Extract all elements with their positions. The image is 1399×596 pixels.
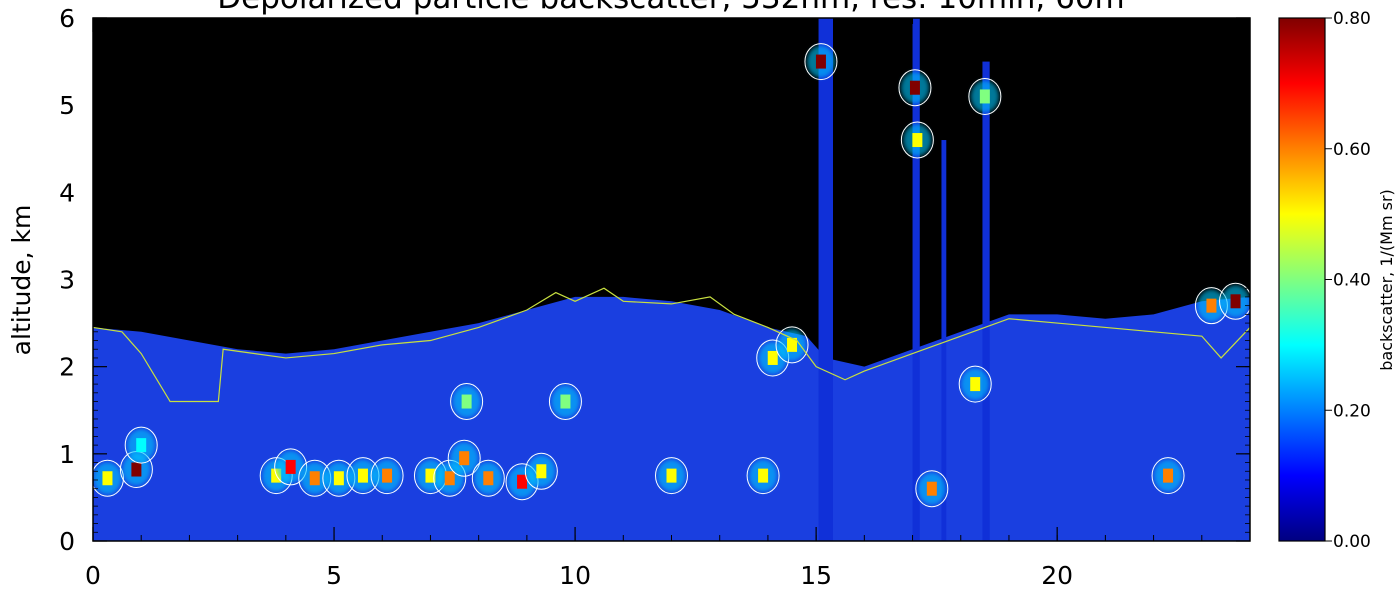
hotspot-core bbox=[1230, 294, 1241, 309]
hotspot-contour bbox=[370, 457, 404, 495]
hotspot-core bbox=[536, 464, 547, 479]
colorbar-tick-label: 0.60 bbox=[1333, 140, 1371, 160]
cloud-column bbox=[982, 61, 990, 541]
hotspot-cells bbox=[93, 43, 1250, 508]
cloud-column bbox=[941, 140, 947, 541]
hotspot-contour bbox=[775, 326, 809, 364]
y-tick-label: 6 bbox=[59, 4, 75, 33]
hotspot-core bbox=[309, 471, 320, 486]
hotspot-core bbox=[970, 377, 981, 392]
hotspot-contour bbox=[1151, 457, 1185, 495]
hotspot-core bbox=[285, 459, 296, 474]
hotspot-core bbox=[758, 468, 769, 483]
hotspot-contour bbox=[898, 69, 932, 107]
hotspot-contour bbox=[900, 121, 934, 159]
hotspot-contour bbox=[804, 43, 838, 81]
y-tick-label: 3 bbox=[59, 266, 75, 295]
hotspot-contour bbox=[471, 459, 505, 497]
y-tick-label: 5 bbox=[59, 91, 75, 120]
hotspot-contour bbox=[1219, 282, 1250, 320]
colorbar-tick-label: 0.80 bbox=[1333, 9, 1371, 29]
hotspot-contour bbox=[958, 365, 992, 403]
hotspot-core bbox=[979, 89, 990, 104]
hotspot-contour bbox=[524, 452, 558, 490]
hotspot-contour bbox=[968, 77, 1002, 115]
colorbar-label: backscatter, 1/(Mm sr) bbox=[1377, 189, 1396, 371]
hotspot-core bbox=[1206, 298, 1217, 313]
hotspot-core bbox=[767, 350, 778, 365]
x-axis: 0 5 10 15 20 bbox=[85, 18, 1251, 590]
hotspot-core bbox=[131, 462, 142, 477]
hotspot-contour bbox=[93, 459, 124, 497]
y-axis-label: altitude, km bbox=[7, 205, 36, 356]
hotspot-core bbox=[560, 394, 571, 409]
colorbar-tick-label: 0.40 bbox=[1333, 271, 1371, 291]
hotspot-core bbox=[1163, 468, 1174, 483]
colorbar-tick-label: 0.20 bbox=[1333, 401, 1371, 421]
hotspot-core bbox=[382, 468, 393, 483]
colorbar-axis: 0.00 0.20 0.40 0.60 0.80 bbox=[1325, 9, 1371, 552]
hotspot-core bbox=[459, 451, 470, 466]
hotspot-core bbox=[461, 394, 472, 409]
hotspot-core bbox=[136, 438, 147, 453]
hotspot-core bbox=[815, 54, 826, 69]
plot-area bbox=[93, 18, 1250, 541]
hotspot-core bbox=[926, 481, 937, 496]
chart-title: Depolarized particle backscatter, 532nm,… bbox=[217, 0, 1124, 16]
cloud-columns bbox=[818, 18, 990, 541]
hotspot-core bbox=[517, 474, 528, 489]
hotspot-core bbox=[909, 80, 920, 95]
hotspot-core bbox=[425, 468, 436, 483]
x-tick-label: 20 bbox=[1041, 561, 1073, 590]
hotspot-core bbox=[483, 471, 494, 486]
colorbar bbox=[1278, 17, 1326, 542]
hotspot-contour bbox=[447, 439, 481, 477]
y-tick-label: 2 bbox=[59, 353, 75, 382]
hotspot-contour bbox=[746, 457, 780, 495]
hotspot-contour bbox=[450, 383, 484, 421]
y-axis: 0 1 2 3 4 5 6 bbox=[59, 4, 1250, 556]
boundary-layer-line bbox=[93, 287, 1250, 403]
hotspot-contour bbox=[433, 459, 467, 497]
hotspot-contour bbox=[915, 470, 949, 508]
hotspot-core bbox=[912, 133, 923, 148]
hotspot-core bbox=[333, 471, 344, 486]
hotspot-core bbox=[102, 471, 113, 486]
cloud-column bbox=[912, 18, 920, 541]
hotspot-contour bbox=[124, 426, 158, 464]
x-tick-label: 15 bbox=[800, 561, 832, 590]
hotspot-core bbox=[666, 468, 677, 483]
hotspot-core bbox=[444, 471, 455, 486]
x-tick-label: 5 bbox=[326, 561, 342, 590]
x-tick-label: 10 bbox=[559, 561, 591, 590]
colorbar-tick-label: 0.00 bbox=[1333, 532, 1371, 552]
hotspot-contour bbox=[655, 457, 688, 495]
hotspot-core bbox=[357, 468, 368, 483]
cloud-column bbox=[818, 18, 833, 541]
y-tick-label: 0 bbox=[59, 527, 75, 556]
hotspot-core bbox=[787, 337, 798, 352]
hotspot-contour bbox=[548, 383, 582, 421]
y-tick-label: 4 bbox=[59, 178, 75, 207]
x-tick-label: 0 bbox=[85, 561, 101, 590]
y-tick-label: 1 bbox=[59, 440, 75, 469]
